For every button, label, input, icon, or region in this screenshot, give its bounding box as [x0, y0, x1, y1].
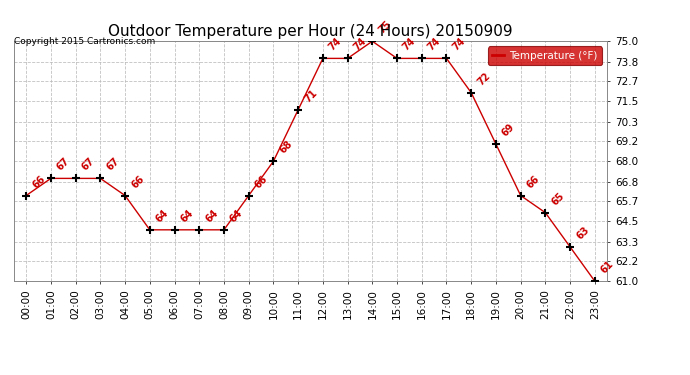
Text: 68: 68 [277, 139, 294, 156]
Text: 74: 74 [401, 36, 418, 53]
Text: 65: 65 [549, 190, 566, 207]
Text: 72: 72 [475, 70, 492, 87]
Text: 64: 64 [179, 208, 195, 224]
Text: 64: 64 [228, 208, 245, 224]
Text: Copyright 2015 Cartronics.com: Copyright 2015 Cartronics.com [14, 38, 155, 46]
Text: 71: 71 [302, 88, 319, 104]
Text: 61: 61 [599, 259, 615, 276]
Text: 74: 74 [352, 36, 368, 53]
Text: 74: 74 [327, 36, 344, 53]
Text: 63: 63 [574, 225, 591, 242]
Text: 67: 67 [104, 156, 121, 173]
Text: 64: 64 [154, 208, 170, 224]
Text: 74: 74 [451, 36, 467, 53]
Text: 67: 67 [80, 156, 97, 173]
Text: 67: 67 [55, 156, 72, 173]
Title: Outdoor Temperature per Hour (24 Hours) 20150909: Outdoor Temperature per Hour (24 Hours) … [108, 24, 513, 39]
Text: 69: 69 [500, 122, 517, 138]
Legend: Temperature (°F): Temperature (°F) [488, 46, 602, 65]
Text: 64: 64 [204, 208, 220, 224]
Text: 66: 66 [253, 173, 270, 190]
Text: 74: 74 [426, 36, 442, 53]
Text: 66: 66 [129, 173, 146, 190]
Text: 66: 66 [525, 173, 542, 190]
Text: 66: 66 [30, 173, 47, 190]
Text: 75: 75 [377, 19, 393, 36]
